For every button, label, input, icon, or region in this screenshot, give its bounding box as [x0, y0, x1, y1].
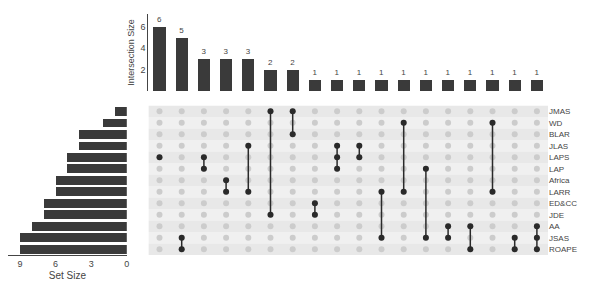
svg-text:3: 3	[246, 47, 251, 56]
svg-text:JDE: JDE	[549, 211, 564, 220]
svg-text:2: 2	[290, 58, 295, 67]
svg-text:3: 3	[224, 47, 229, 56]
svg-text:3: 3	[89, 259, 94, 269]
svg-text:6: 6	[157, 15, 162, 24]
svg-text:LARR: LARR	[549, 188, 571, 197]
svg-text:1: 1	[512, 68, 517, 77]
svg-text:1: 1	[335, 68, 340, 77]
svg-text:4: 4	[141, 43, 146, 53]
svg-text:5: 5	[179, 26, 184, 35]
svg-text:3: 3	[201, 47, 206, 56]
svg-text:JSAS: JSAS	[549, 234, 569, 243]
svg-text:Intersection Size: Intersection Size	[126, 19, 136, 86]
svg-text:1: 1	[357, 68, 362, 77]
svg-text:JMAS: JMAS	[549, 107, 570, 116]
svg-text:1: 1	[490, 68, 495, 77]
svg-text:1: 1	[401, 68, 406, 77]
svg-text:AA: AA	[549, 222, 560, 231]
svg-text:1: 1	[446, 68, 451, 77]
svg-text:1: 1	[534, 68, 539, 77]
svg-text:Africa: Africa	[549, 176, 570, 185]
svg-text:6: 6	[53, 259, 58, 269]
svg-text:Set Size: Set Size	[49, 270, 87, 281]
svg-text:6: 6	[141, 22, 146, 32]
svg-text:BLAR: BLAR	[549, 130, 570, 139]
svg-text:LAPS: LAPS	[549, 153, 569, 162]
svg-text:1: 1	[468, 68, 473, 77]
svg-text:ROAPE: ROAPE	[549, 245, 577, 254]
svg-text:ED&CC: ED&CC	[549, 199, 577, 208]
svg-text:1: 1	[312, 68, 317, 77]
svg-text:WD: WD	[549, 119, 563, 128]
svg-text:2: 2	[268, 58, 273, 67]
svg-text:0: 0	[124, 259, 129, 269]
svg-text:JLAS: JLAS	[549, 142, 568, 151]
svg-text:LAP: LAP	[549, 165, 564, 174]
svg-text:1: 1	[379, 68, 384, 77]
svg-text:1: 1	[423, 68, 428, 77]
svg-text:2: 2	[141, 65, 146, 75]
svg-text:9: 9	[17, 259, 22, 269]
